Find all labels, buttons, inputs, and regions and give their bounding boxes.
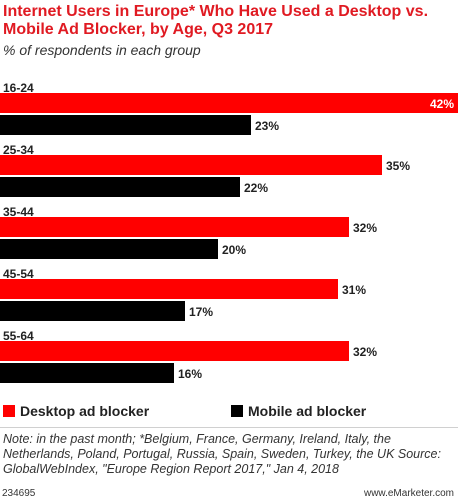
mobile-bar-25-34	[0, 177, 240, 197]
desktop-value-16-24: 42%	[430, 97, 454, 111]
desktop-value-25-34: 35%	[386, 159, 410, 173]
mobile-bar-45-54	[0, 301, 185, 321]
desktop-bar-25-34	[0, 155, 382, 175]
mobile-value-16-24: 23%	[255, 119, 279, 133]
chart-id: 234695	[2, 488, 36, 499]
desktop-value-55-64: 32%	[353, 345, 377, 359]
category-label-35-44: 35-44	[3, 205, 34, 219]
mobile-value-55-64: 16%	[178, 367, 202, 381]
desktop-bar-16-24	[0, 93, 458, 113]
desktop-bar-35-44	[0, 217, 349, 237]
mobile-bar-55-64	[0, 363, 174, 383]
legend-label-mobile: Mobile ad blocker	[248, 403, 367, 419]
legend-swatch-mobile	[231, 405, 243, 417]
mobile-bar-16-24	[0, 115, 251, 135]
category-label-16-24: 16-24	[3, 81, 34, 95]
chart-note: Note: in the past month; *Belgium, Franc…	[3, 432, 441, 476]
chart-subtitle: % of respondents in each group	[3, 42, 201, 58]
desktop-bar-45-54	[0, 279, 338, 299]
legend-swatch-desktop	[3, 405, 15, 417]
mobile-value-35-44: 20%	[222, 243, 246, 257]
source-brand: www.eMarketer.com	[363, 488, 454, 499]
category-label-55-64: 55-64	[3, 329, 34, 343]
mobile-value-45-54: 17%	[189, 305, 213, 319]
chart-title: Internet Users in Europe* Who Have Used …	[3, 3, 429, 38]
desktop-value-35-44: 32%	[353, 221, 377, 235]
mobile-value-25-34: 22%	[244, 181, 268, 195]
category-label-45-54: 45-54	[3, 267, 34, 281]
legend-label-desktop: Desktop ad blocker	[20, 403, 150, 419]
bar-chart: 16-24 42% 23% 25-34 35% 22% 35-44 32% 20% 45-54 31…	[0, 81, 458, 419]
mobile-bar-35-44	[0, 239, 218, 259]
desktop-bar-55-64	[0, 341, 349, 361]
desktop-value-45-54: 31%	[342, 283, 366, 297]
category-label-25-34: 25-34	[3, 143, 34, 157]
footer-divider	[0, 427, 458, 428]
